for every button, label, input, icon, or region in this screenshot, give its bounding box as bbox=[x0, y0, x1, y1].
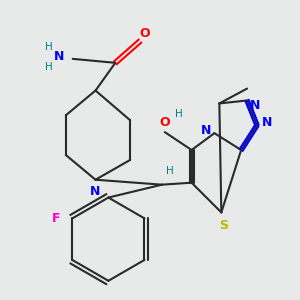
Text: H: H bbox=[166, 166, 174, 176]
Text: N: N bbox=[201, 124, 212, 137]
Text: O: O bbox=[160, 116, 170, 129]
Text: H: H bbox=[45, 42, 53, 52]
Text: F: F bbox=[52, 212, 61, 225]
Text: H: H bbox=[175, 109, 183, 119]
Text: O: O bbox=[140, 27, 150, 40]
Text: N: N bbox=[250, 99, 260, 112]
Text: N: N bbox=[262, 116, 272, 129]
Text: N: N bbox=[90, 185, 101, 198]
Text: S: S bbox=[219, 219, 228, 232]
Text: N: N bbox=[54, 50, 64, 63]
Text: H: H bbox=[45, 62, 53, 72]
